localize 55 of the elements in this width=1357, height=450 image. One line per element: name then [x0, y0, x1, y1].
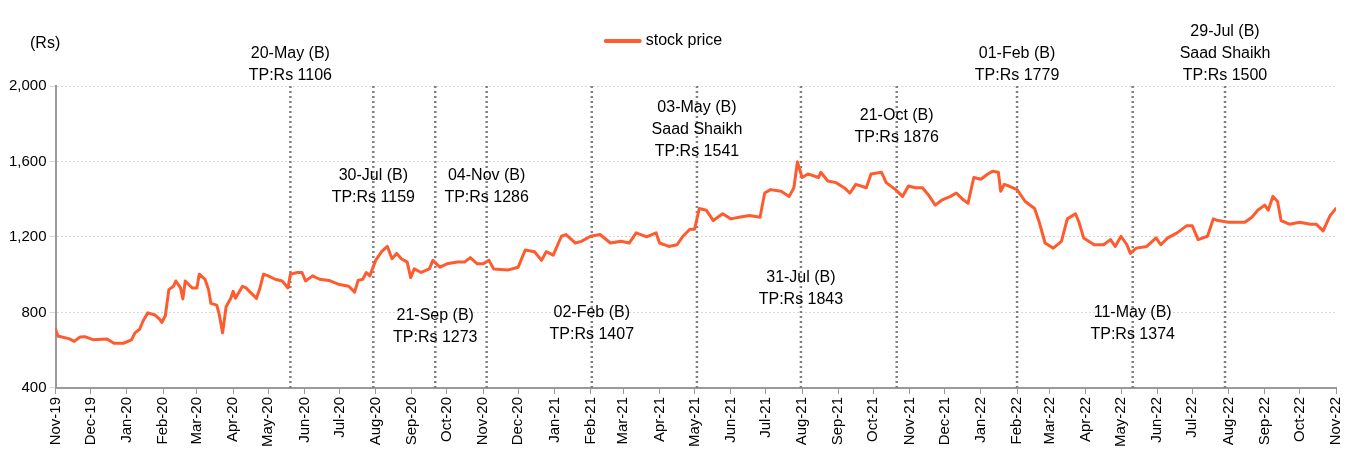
ref-line-label: 04-Nov (B) TP:Rs 1286 [444, 166, 529, 206]
x-tick-label: Apr-22 [1076, 396, 1094, 443]
x-tick-label: Jul-20 [329, 396, 347, 438]
y-tick-label: 400 [21, 378, 47, 396]
x-tick-label: Jan-21 [544, 396, 562, 443]
ref-line-label: 21-Oct (B) TP:Rs 1876 [854, 106, 940, 146]
x-tick-label: Aug-22 [1218, 396, 1236, 446]
x-tick-label: Dec-20 [508, 396, 526, 446]
x-tick-label: Feb-22 [1007, 396, 1025, 445]
x-tick-label: Oct-22 [1289, 396, 1307, 442]
x-tick-label: Sep-22 [1254, 396, 1272, 446]
x-tick-label: Jul-22 [1182, 396, 1200, 438]
x-tick-label: Nov-19 [45, 396, 63, 446]
y-tick-label: 1,200 [8, 227, 47, 245]
ref-line-label: 01-Feb (B) TP:Rs 1779 [974, 44, 1060, 84]
y-tick-label: 1,600 [8, 151, 47, 169]
x-tick-label: Nov-22 [1326, 396, 1344, 446]
x-tick-label: Apr-20 [223, 396, 241, 443]
x-tick-label: Sep-21 [828, 396, 846, 446]
x-tick-label: Jan-20 [116, 396, 134, 443]
x-tick-label: Jun-20 [294, 396, 312, 443]
ref-line-label: 21-Sep (B) TP:Rs 1273 [392, 306, 478, 346]
x-tick-label: Mar-21 [613, 396, 631, 445]
x-tick-label: May-22 [1111, 396, 1129, 448]
ref-line-label: 03-May (B) Saad Shaikh TP:Rs 1541 [651, 98, 743, 160]
x-tick-label: Jun-22 [1147, 396, 1165, 443]
x-tick-label: Mar-22 [1039, 396, 1057, 445]
y-tick-label: 800 [21, 302, 47, 320]
legend-label: stock price [645, 31, 723, 49]
x-tick-label: Jan-22 [970, 396, 988, 443]
y-axis-title: (Rs) [30, 34, 61, 52]
ref-line-label: 11-May (B) TP:Rs 1374 [1090, 303, 1176, 343]
x-tick-label: Nov-21 [899, 396, 917, 446]
ref-line-label: 20-May (B) TP:Rs 1106 [248, 44, 333, 84]
x-tick-label: Mar-20 [187, 396, 205, 445]
y-tick-label: 2,000 [8, 76, 47, 94]
ref-line-label: 02-Feb (B) TP:Rs 1407 [549, 303, 635, 343]
x-tick-label: Oct-21 [863, 396, 881, 442]
x-tick-label: Jun-21 [720, 396, 738, 443]
x-tick-label: Dec-21 [934, 396, 952, 446]
x-tick-label: Jul-21 [756, 396, 774, 438]
x-tick-label: Dec-19 [80, 396, 98, 446]
x-tick-label: Aug-20 [365, 396, 383, 446]
x-tick-label: Feb-21 [580, 396, 598, 445]
x-tick-label: Oct-20 [437, 396, 455, 442]
x-tick-label: Feb-20 [153, 396, 171, 445]
ref-line-label: 31-Jul (B) TP:Rs 1843 [758, 268, 844, 308]
ref-line-label: 29-Jul (B) Saad Shaikh TP:Rs 1500 [1179, 22, 1271, 84]
x-tick-label: Apr-21 [649, 396, 667, 443]
x-tick-label: May-21 [684, 396, 702, 448]
x-tick-label: Aug-21 [792, 396, 810, 446]
x-tick-label: Nov-20 [473, 396, 491, 446]
x-tick-label: May-20 [258, 396, 276, 448]
ref-line-label: 30-Jul (B) TP:Rs 1159 [331, 166, 416, 206]
x-tick-label: Sep-20 [402, 396, 420, 446]
